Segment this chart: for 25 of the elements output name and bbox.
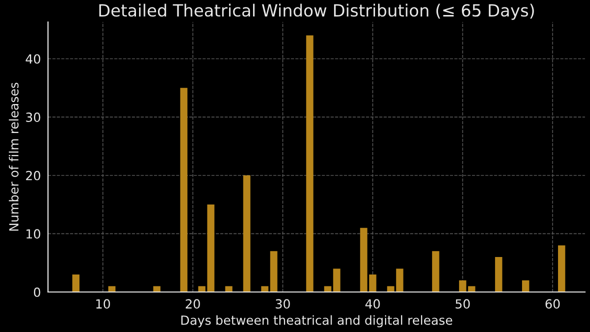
- y-tick-label: 20: [26, 170, 40, 180]
- y-tick-label: 30: [26, 112, 40, 122]
- bar: [306, 35, 314, 292]
- chart-title: Detailed Theatrical Window Distribution (≤ 65 Days): [99, 4, 534, 20]
- x-tick-label: 20: [186, 299, 200, 309]
- bar: [72, 274, 80, 292]
- x-axis-title: Days between theatrical and digital release: [181, 315, 452, 328]
- y-tick-label: 10: [26, 229, 40, 239]
- y-tick-label: 0: [34, 287, 40, 297]
- bar: [432, 251, 440, 292]
- x-tick-label: 40: [365, 299, 380, 309]
- bar: [180, 88, 188, 292]
- bar: [243, 175, 250, 292]
- x-tick-label: 10: [96, 299, 110, 309]
- y-tick-label: 40: [26, 54, 40, 64]
- x-tick-label: 60: [546, 299, 560, 309]
- x-tick-label: 30: [276, 299, 290, 309]
- bar: [225, 286, 232, 292]
- bar: [108, 286, 116, 292]
- y-axis-title: Number of film releases: [8, 82, 19, 231]
- bar: [153, 286, 160, 292]
- x-tick-label: 50: [456, 299, 470, 309]
- bar: [558, 245, 566, 292]
- bar: [522, 280, 530, 292]
- bar: [495, 257, 502, 292]
